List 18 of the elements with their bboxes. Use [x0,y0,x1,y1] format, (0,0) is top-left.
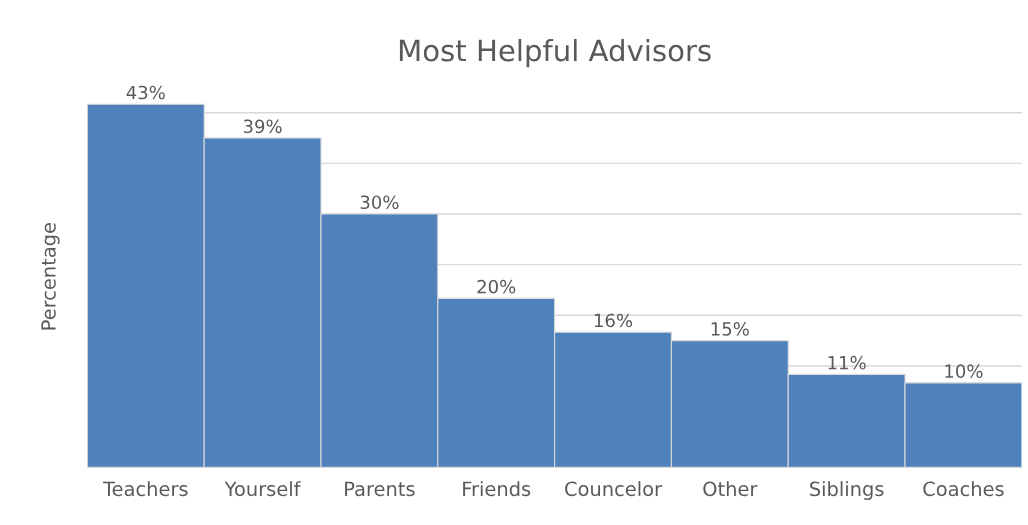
chart-title: Most Helpful Advisors [399,38,711,68]
data-label: 20% [477,279,516,294]
x-tick-label: Teachers [102,481,188,497]
data-label: 16% [594,313,633,328]
data-label: 43% [126,85,165,100]
data-label: 39% [243,119,282,134]
data-label: 30% [360,195,399,210]
x-tick-label: Siblings [810,481,884,500]
x-tick-label: Councelor [565,481,663,497]
data-label: 11% [828,355,866,370]
x-tick-label: Friends [463,481,531,497]
data-label: 10% [945,364,983,378]
x-tick-label: Other [703,481,758,497]
y-axis-title: Percentage [41,223,60,330]
x-tick-label: Coaches [923,481,1004,497]
x-tick-label: Parents [345,481,415,497]
data-label: 15% [711,322,749,336]
x-tick-label: Yourself [224,481,301,497]
